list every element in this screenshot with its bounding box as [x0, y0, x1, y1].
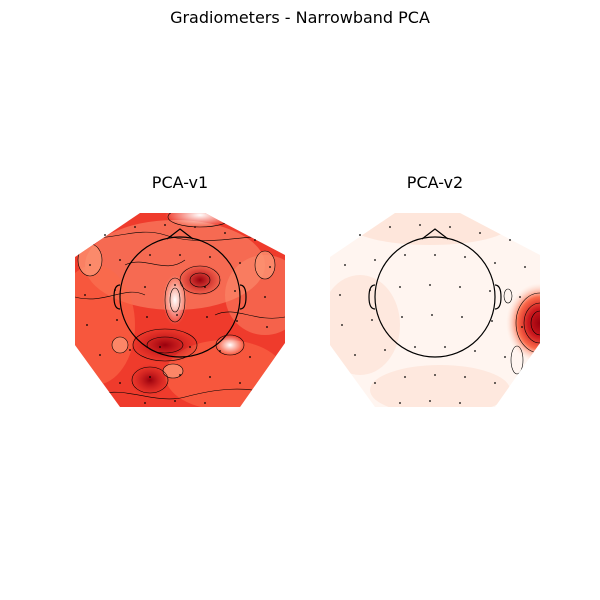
topomap-title: PCA-v1: [151, 173, 209, 192]
sensor-markers: [339, 224, 526, 404]
topomap-pca-v1: [75, 213, 285, 407]
head-outline: [368, 228, 502, 358]
topomap-panel-pca-v1: PCA-v1: [65, 170, 295, 420]
head-outline: [113, 228, 247, 358]
topomap-title: PCA-v2: [406, 173, 464, 192]
topomap-field: [75, 213, 285, 407]
topomap-pca-v2: [330, 213, 540, 407]
figure-title: Gradiometers - Narrowband PCA: [170, 8, 430, 27]
topomap-panel-pca-v2: PCA-v2: [320, 170, 550, 420]
